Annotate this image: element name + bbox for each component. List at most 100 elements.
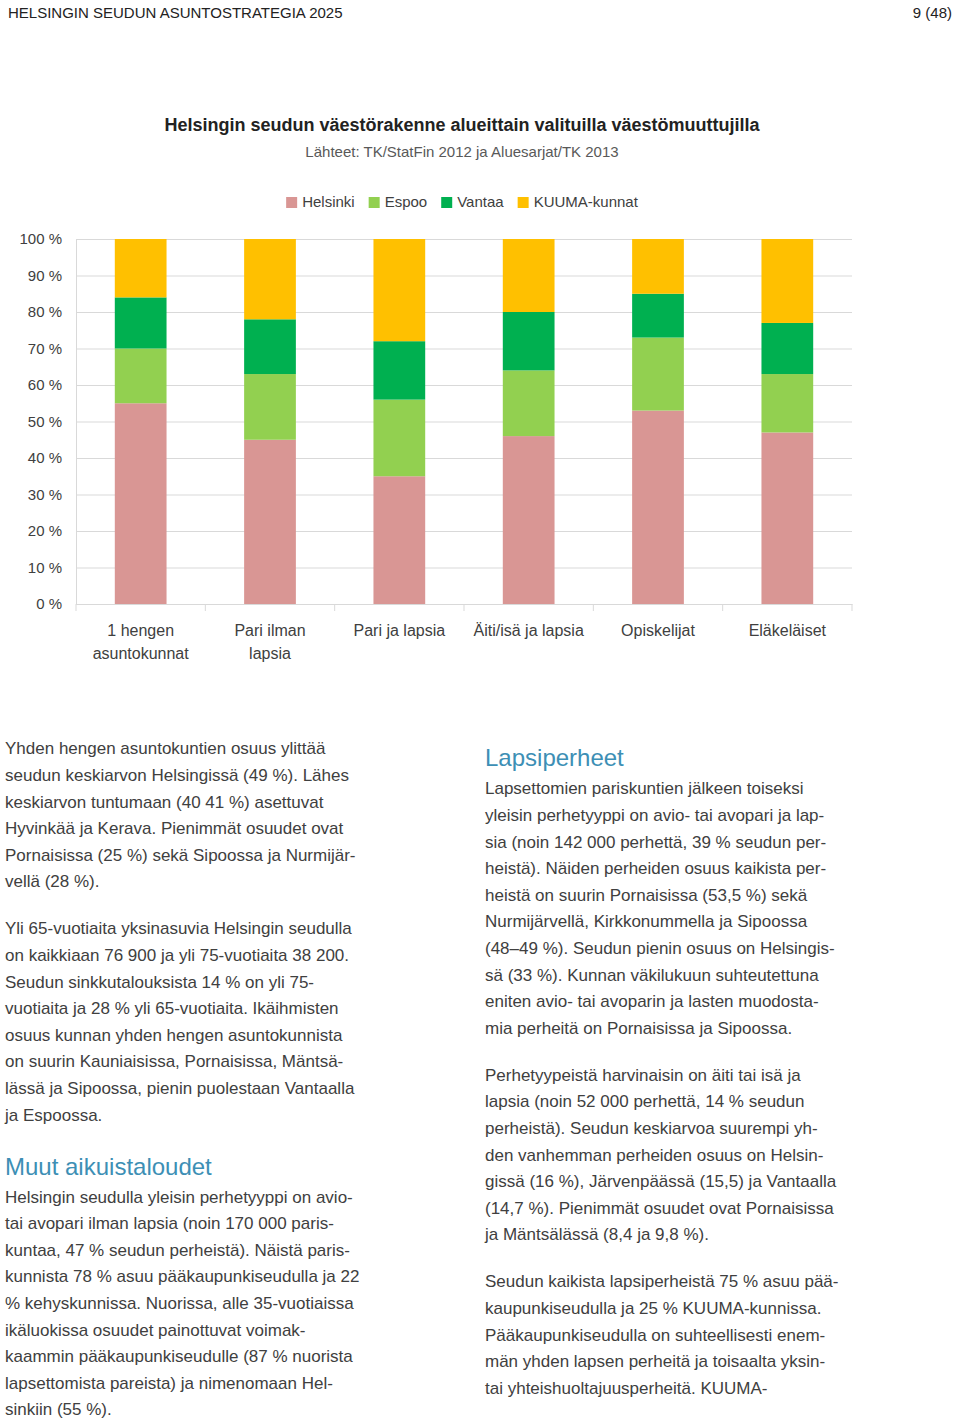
legend-label: Helsinki — [302, 193, 355, 210]
category-separator — [852, 604, 853, 611]
category-separator — [205, 604, 206, 611]
x-tick-label: 1 hengen asuntokunnat — [93, 622, 190, 662]
paragraph-line: Yli 65-vuotiaita yksinasuvia Helsingin s… — [5, 919, 352, 938]
paragraph-line: tai avopari ilman lapsia (noin 170 000 p… — [5, 1214, 334, 1233]
grid-line — [76, 276, 852, 277]
text-column: Lapsiperheet Lapsettomien pariskuntien jä… — [484, 744, 838, 1398]
x-tick-label-line: Eläkeläiset — [749, 622, 827, 639]
chart-subtitle: Lähteet: TK/StatFin 2012 ja Aluesarjat/T… — [305, 143, 618, 160]
legend-item: KUUMA-kunnat — [518, 193, 639, 210]
category-separator — [76, 604, 77, 611]
paragraph-line: Pornaisissa (25 %) sekä Sipoossa ja Nurm… — [5, 846, 356, 865]
y-axis: 0 %10 %20 %30 %40 %50 %60 %70 %80 %90 %1… — [19, 230, 852, 612]
paragraph-line: sia (noin 142 000 perhettä, 39 % seudun … — [485, 833, 826, 852]
paragraph-line: kaammin pääkaupunkiseudulle (87 % nuoris… — [5, 1347, 353, 1366]
paragraph-line: Lapsettomien pariskuntien jälkeen toisek… — [485, 779, 803, 798]
paragraph-line: ja Espoossa. — [4, 1106, 102, 1125]
legend-label: Vantaa — [457, 193, 504, 210]
grid-line — [76, 568, 852, 569]
legend-swatch — [286, 197, 297, 208]
paragraph-line: kuntaa, 47 % seudun perheistä). Näistä p… — [5, 1241, 350, 1260]
paragraph-line: on suurin Kauniaisissa, Pornaisissa, Män… — [5, 1052, 343, 1071]
y-tick-label: 0 % — [36, 595, 62, 612]
paragraph-line: Helsingin seudulla yleisin perhetyyppi o… — [5, 1188, 353, 1207]
grid-line — [76, 349, 852, 350]
x-tick-label-line: Pari ja lapsia — [354, 622, 446, 639]
bar-segment — [115, 349, 167, 404]
section-heading: Lapsiperheet — [485, 744, 624, 771]
y-tick-label: 80 % — [28, 303, 62, 320]
x-axis: 1 hengenasuntokunnatPari ilmanlapsiaPari… — [77, 604, 853, 662]
x-tick-label-line: Äiti/isä ja lapsia — [474, 622, 584, 639]
x-tick-label: Pari ilman lapsia — [234, 622, 305, 662]
bar-segment — [115, 403, 167, 604]
x-tick-label-line: asuntokunnat — [93, 645, 190, 662]
bar-segment — [761, 432, 813, 604]
legend-item: Vantaa — [441, 193, 504, 210]
paragraph-line: (14,7 %). Pienimmät osuudet ovat Pornais… — [485, 1199, 834, 1218]
x-tick-label-line: Pari ilman — [234, 622, 305, 639]
x-tick-label: Opiskelijat — [621, 622, 695, 639]
paragraph-line: den vanhemman perheiden osuus on Helsin- — [485, 1146, 823, 1165]
x-tick-label-line: lapsia — [249, 645, 291, 662]
y-tick-label: 10 % — [28, 559, 62, 576]
bar-segment — [503, 312, 555, 370]
paragraph-line: yleisin perhetyyppi on avio- tai avopari… — [485, 806, 824, 825]
x-tick-label: Eläkeläiset — [749, 622, 827, 639]
y-tick-label: 40 % — [28, 449, 62, 466]
paragraph-line: (48–49 %). Seudun pienin osuus on Helsin… — [485, 939, 835, 958]
category-separator — [593, 604, 594, 611]
bar-segment — [373, 239, 425, 341]
paragraph-line: sinkiin (55 %). — [5, 1400, 112, 1419]
paragraph-line: lapsia (noin 52 000 perhettä, 14 % seudu… — [485, 1092, 804, 1111]
paragraph-line: perheistä). Seudun keskiarvoa suurempi y… — [485, 1119, 818, 1138]
paragraph-line: Seudun kaikista lapsiperheistä 75 % asuu… — [485, 1272, 838, 1291]
paragraph-line: Pääkaupunkiseudulla on suhteellisesti en… — [485, 1326, 825, 1345]
legend-label: Espoo — [385, 193, 428, 210]
legend-swatch — [369, 197, 380, 208]
x-tick-label: Pari ja lapsia — [354, 622, 446, 639]
grid-line — [76, 495, 852, 496]
bar-segment — [244, 319, 296, 374]
paragraph-line: ja Mäntsälässä (8,4 ja 9,8 %). — [484, 1225, 709, 1244]
x-tick: Opiskelijat — [621, 604, 695, 639]
bar-segment — [115, 297, 167, 348]
paragraph-line: tai yhteishuoltajuusperheitä. KUUMA- — [485, 1379, 768, 1398]
x-tick-label-line: 1 hengen — [107, 622, 174, 639]
legend-swatch — [518, 197, 529, 208]
x-tick-label: Äiti/isä ja lapsia — [474, 622, 584, 639]
category-separator — [334, 604, 335, 611]
legend-item: Helsinki — [286, 193, 355, 210]
paragraph-line: sä (33 %). Kunnan väkilukuun suhteutettu… — [485, 966, 819, 985]
bar-segment — [632, 411, 684, 604]
paragraph-line: Seudun sinkkutalouksista 14 % on yli 75- — [5, 973, 314, 992]
legend-swatch — [441, 197, 452, 208]
bar-segment — [761, 374, 813, 432]
grid-line — [76, 458, 852, 459]
paragraph-line: gissä (16 %), Järvenpäässä (15,5) ja Van… — [485, 1172, 837, 1191]
paragraph-line: vuotiaita ja 28 % yli 65-vuotiaita. Ikäi… — [5, 999, 339, 1018]
legend-item: Espoo — [369, 193, 428, 210]
y-tick-label: 90 % — [28, 267, 62, 284]
x-tick: Pari ilman lapsia — [234, 604, 305, 662]
grid-line — [76, 385, 852, 386]
paragraph-line: % kehyskunnissa. Nuorissa, alle 35-vuoti… — [5, 1294, 354, 1313]
paragraph-line: Nurmijärvellä, Kirkkonummella ja Sipooss… — [485, 912, 808, 931]
paragraph-line: mia perheitä on Pornaisissa ja Sipoossa. — [485, 1019, 792, 1038]
bar-segment — [503, 436, 555, 604]
bar-segment — [244, 440, 296, 604]
bar-segment — [373, 341, 425, 399]
bar-segment — [244, 239, 296, 319]
bar-segment — [761, 323, 813, 374]
grid-line — [76, 239, 852, 240]
bar-segment — [115, 239, 167, 297]
bar-segment — [632, 294, 684, 338]
bars — [115, 239, 813, 604]
paragraph-line: Perhetyypeistä harvinaisin on äiti tai i… — [485, 1066, 801, 1085]
bar-segment — [632, 239, 684, 294]
bar-segment — [244, 374, 296, 440]
paragraph-line: osuus kunnan yhden hengen asuntokunnista — [5, 1026, 343, 1045]
category-separator — [464, 604, 465, 611]
paragraph-line: seudun keskiarvon Helsingissä (49 %). Lä… — [5, 766, 349, 785]
header-title: HELSINGIN SEUDUN ASUNTOSTRATEGIA 2025 — [8, 4, 343, 21]
